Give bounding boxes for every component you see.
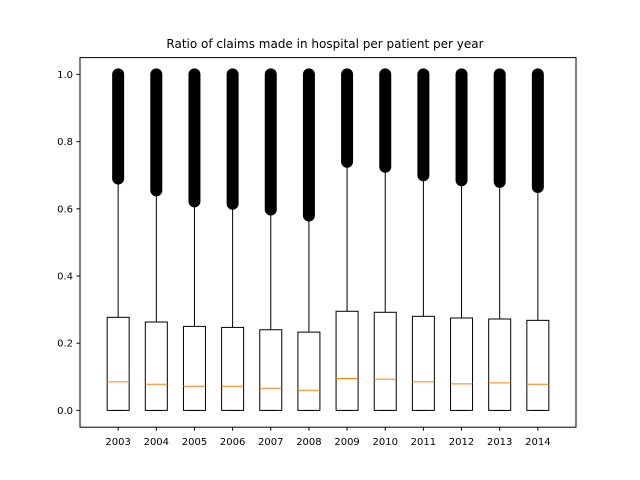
box-group-2011 <box>411 68 435 411</box>
y-tick-label-0.6: 0.6 <box>57 204 73 215</box>
box-2011 <box>411 315 435 411</box>
x-tick-label-2013: 2013 <box>487 437 512 448</box>
box-group-2010 <box>373 68 397 411</box>
box-2008 <box>297 331 321 411</box>
x-tick-label-2003: 2003 <box>105 437 130 448</box>
x-tick-label-2010: 2010 <box>373 437 398 448</box>
box-group-2008 <box>297 68 321 411</box>
y-tick-label-0.2: 0.2 <box>57 339 73 350</box>
box-group-2014 <box>526 68 550 411</box>
box-2014 <box>526 319 550 411</box>
axes: 2003 2004 2005 2006 2007 2008 2009 2010 2011 2012… <box>57 70 550 448</box>
box-2003 <box>106 316 130 411</box>
plot-area <box>106 68 550 411</box>
box-group-2005 <box>182 68 206 411</box>
box-group-2013 <box>488 68 512 411</box>
x-tick-label-2012: 2012 <box>449 437 474 448</box>
box-2004 <box>144 321 168 411</box>
axes-frame <box>79 57 577 428</box>
chart-title: Ratio of claims made in hospital per pat… <box>166 37 483 51</box>
y-tick-label-0.4: 0.4 <box>57 272 73 283</box>
box-2013 <box>488 318 512 411</box>
x-tick-label-2006: 2006 <box>220 437 245 448</box>
box-2012 <box>450 317 474 411</box>
x-tick-label-2011: 2011 <box>411 437 436 448</box>
y-tick-label-0.8: 0.8 <box>57 137 73 148</box>
box-group-2007 <box>259 68 283 411</box>
x-tick-label-2014: 2014 <box>525 437 550 448</box>
box-group-2012 <box>450 68 474 411</box>
box-group-2003 <box>106 68 130 411</box>
box-group-2009 <box>335 68 359 411</box>
x-tick-label-2005: 2005 <box>182 437 207 448</box>
box-2005 <box>182 325 206 411</box>
y-tick-label-0.0: 0.0 <box>57 406 73 417</box>
x-tick-label-2008: 2008 <box>296 437 321 448</box>
box-2009 <box>335 310 359 411</box>
box-2006 <box>221 326 245 411</box>
box-2010 <box>373 311 397 411</box>
box-group-2006 <box>221 68 245 411</box>
x-tick-label-2004: 2004 <box>144 437 169 448</box>
x-tick-label-2009: 2009 <box>334 437 359 448</box>
box-group-2004 <box>144 68 168 411</box>
y-tick-label-1.0: 1.0 <box>57 70 73 81</box>
box-2007 <box>259 329 283 411</box>
x-tick-label-2007: 2007 <box>258 437 283 448</box>
